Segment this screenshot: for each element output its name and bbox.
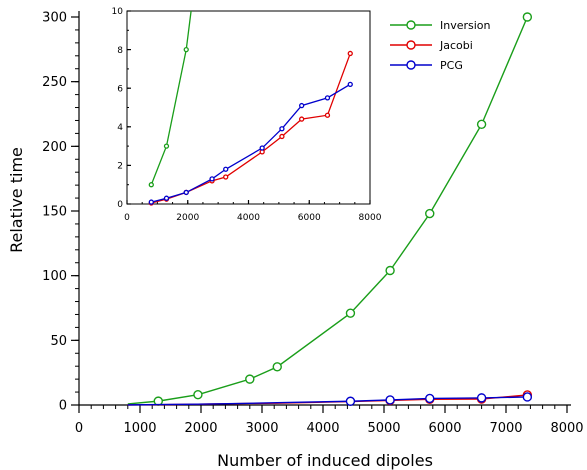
y-axis-label: Relative time (7, 147, 26, 253)
inset-x-tick-label: 0 (124, 213, 130, 223)
inset-point-pcg (279, 126, 285, 132)
legend-label-jacobi: Jacobi (439, 39, 473, 52)
main-series-line-pcg (127, 396, 528, 406)
inset-series-group (148, 10, 353, 206)
main-y-tick-label: 50 (50, 334, 67, 349)
inset-point-jacobi (324, 112, 331, 118)
main-point-inversion (385, 265, 395, 276)
main-point-inversion (522, 12, 533, 22)
main-point-inversion (245, 374, 255, 384)
main-plot: 0 1000 2000 3000 4000 5000 6000 7000 80000501001… (42, 11, 583, 436)
inset-point-pcg (347, 81, 353, 87)
main-point-inversion (272, 362, 282, 372)
inset-series-line-inversion (150, 10, 192, 185)
main-y-tick-label: 200 (42, 140, 67, 155)
main-point-pcg (425, 393, 435, 404)
legend: Inversion Jacobi PCG (390, 19, 491, 72)
inset-y-tick-label: 4 (117, 123, 123, 133)
main-point-inversion (345, 308, 356, 318)
inset-y-tick-label: 2 (117, 162, 123, 172)
main-series-line-inversion (127, 16, 528, 405)
main-x-tick-label: 6000 (428, 421, 461, 436)
main-x-tick-label: 3000 (245, 421, 278, 436)
inset-y-tick-label: 0 (117, 200, 123, 210)
main-x-tick-label: 4000 (306, 421, 339, 436)
inset-point-jacobi (279, 133, 285, 140)
legend-marker-inversion (406, 20, 416, 30)
main-x-tick-label: 5000 (367, 421, 400, 436)
inset-y-tick-label: 10 (112, 7, 124, 17)
main-y-tick-label: 250 (42, 75, 67, 90)
inset-point-jacobi (223, 174, 229, 180)
main-point-pcg (476, 393, 487, 403)
inset-point-inversion (163, 143, 170, 149)
legend-marker-jacobi (406, 40, 416, 50)
legend-marker-pcg (406, 60, 416, 70)
main-x-tick-label: 2000 (184, 421, 217, 436)
inset-point-pcg (148, 199, 154, 205)
main-point-inversion (193, 389, 203, 400)
main-x-tick-label: 7000 (489, 421, 522, 436)
inset-x-tick-label: 4000 (237, 213, 260, 223)
inset-y-tick-label: 8 (117, 46, 123, 56)
inset-plot: 0 2000 4000 6000 8000 0 2 4 6 8 10 (112, 7, 382, 223)
inset-point-jacobi (347, 50, 353, 57)
inset-frame (126, 10, 371, 205)
inset-x-tick-label: 6000 (298, 213, 321, 223)
main-y-tick-label: 100 (42, 269, 67, 284)
main-point-pcg (522, 392, 533, 402)
main-y-tick-label: 300 (42, 11, 67, 26)
legend-label-pcg: PCG (440, 59, 463, 72)
main-series-group (127, 12, 533, 406)
main-point-pcg (345, 396, 356, 406)
main-point-inversion (425, 208, 435, 219)
legend-label-inversion: Inversion (440, 19, 491, 32)
main-point-inversion (476, 119, 487, 130)
inset-point-pcg (209, 176, 215, 182)
inset-point-pcg (183, 189, 189, 196)
inset-point-pcg (163, 195, 170, 201)
inset-point-pcg (299, 102, 305, 109)
main-point-pcg (385, 395, 395, 405)
inset-x-tick-label: 8000 (359, 213, 382, 223)
inset-y-tick-label: 6 (117, 84, 123, 94)
main-y-tick-label: 150 (42, 205, 67, 220)
main-y-tick-label: 0 (59, 399, 67, 414)
inset-point-pcg (259, 145, 265, 151)
main-x-tick-label: 8000 (550, 421, 583, 436)
inset-point-inversion (148, 182, 154, 188)
main-x-tick-label: 0 (75, 421, 83, 436)
x-axis-label: Number of induced dipoles (217, 451, 433, 470)
inset-x-tick-label: 2000 (176, 213, 199, 223)
inset-point-jacobi (299, 116, 305, 122)
inset-point-pcg (324, 95, 331, 101)
inset-point-pcg (223, 166, 229, 172)
inset-series-line-pcg (151, 83, 351, 203)
inset-point-inversion (183, 46, 189, 53)
main-x-tick-label: 1000 (123, 421, 156, 436)
